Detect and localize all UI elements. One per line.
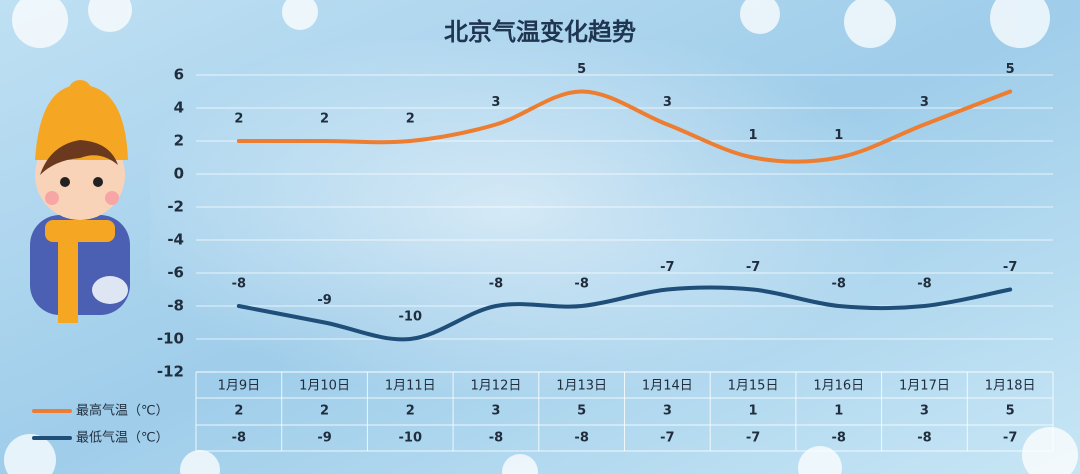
data-label: -7 bbox=[746, 260, 760, 275]
table-value: -8 bbox=[574, 431, 588, 446]
table-value: -7 bbox=[1003, 431, 1017, 446]
table-value: -7 bbox=[660, 431, 674, 446]
table-value: -9 bbox=[317, 431, 331, 446]
table-value: 2 bbox=[406, 404, 415, 419]
table-value: 3 bbox=[491, 404, 500, 419]
x-tick-label: 1月11日 bbox=[385, 379, 436, 394]
table-value: 3 bbox=[663, 404, 672, 419]
table-value: -7 bbox=[746, 431, 760, 446]
data-label: 1 bbox=[749, 128, 758, 143]
y-tick-label: 2 bbox=[174, 132, 184, 150]
x-tick-label: 1月14日 bbox=[642, 379, 693, 394]
data-label: 1 bbox=[834, 128, 843, 143]
table-value: 5 bbox=[1006, 404, 1015, 419]
data-label: -8 bbox=[917, 277, 931, 292]
data-label: -7 bbox=[1003, 260, 1017, 275]
data-label: 5 bbox=[1006, 62, 1015, 77]
character-illustration bbox=[30, 80, 130, 323]
chart-title: 北京气温变化趋势 bbox=[444, 18, 636, 46]
data-label: 2 bbox=[406, 112, 415, 127]
table-value: -8 bbox=[832, 431, 846, 446]
data-label: -8 bbox=[832, 277, 846, 292]
data-label: -7 bbox=[660, 260, 674, 275]
x-tick-label: 1月16日 bbox=[813, 379, 864, 394]
data-label: -10 bbox=[399, 310, 423, 325]
line-series bbox=[236, 285, 1013, 342]
table-value: -8 bbox=[232, 431, 246, 446]
data-label: 3 bbox=[491, 95, 500, 110]
table-value: -8 bbox=[489, 431, 503, 446]
legend-label: 最高气温（℃） bbox=[76, 403, 169, 419]
x-tick-label: 1月13日 bbox=[556, 379, 607, 394]
data-label: 5 bbox=[577, 62, 586, 77]
table-value: 2 bbox=[234, 404, 243, 419]
table-value: -8 bbox=[917, 431, 931, 446]
y-tick-label: -8 bbox=[167, 297, 184, 315]
y-tick-label: 0 bbox=[174, 165, 184, 183]
x-tick-label: 1月17日 bbox=[899, 379, 950, 394]
table-value: 1 bbox=[834, 404, 843, 419]
x-tick-label: 1月9日 bbox=[218, 379, 261, 394]
y-tick-label: -10 bbox=[157, 330, 184, 348]
x-tick-label: 1月12日 bbox=[471, 379, 522, 394]
data-label: -8 bbox=[489, 277, 503, 292]
table-value: 2 bbox=[320, 404, 329, 419]
table-value: 1 bbox=[749, 404, 758, 419]
snow-decor bbox=[4, 0, 1078, 474]
data-label: -8 bbox=[574, 277, 588, 292]
data-label: 2 bbox=[320, 112, 329, 127]
x-tick-label: 1月10日 bbox=[299, 379, 350, 394]
y-tick-label: -2 bbox=[167, 198, 184, 216]
data-label: 2 bbox=[234, 112, 243, 127]
table-value: 5 bbox=[577, 404, 586, 419]
x-tick-label: 1月18日 bbox=[985, 379, 1036, 394]
data-label: 3 bbox=[920, 95, 929, 110]
y-tick-label: -6 bbox=[167, 264, 184, 282]
table-value: -10 bbox=[399, 431, 423, 446]
y-tick-label: -4 bbox=[167, 231, 184, 249]
legend-label: 最低气温（℃） bbox=[76, 430, 169, 446]
data-label: 3 bbox=[663, 95, 672, 110]
x-tick-label: 1月15日 bbox=[728, 379, 779, 394]
y-tick-label: -12 bbox=[157, 363, 184, 381]
line-series bbox=[236, 89, 1013, 164]
data-label: -8 bbox=[232, 277, 246, 292]
y-tick-label: 4 bbox=[174, 99, 184, 117]
y-tick-label: 6 bbox=[174, 66, 184, 84]
data-label: -9 bbox=[317, 293, 331, 308]
table-value: 3 bbox=[920, 404, 929, 419]
background-glow bbox=[150, 40, 950, 420]
